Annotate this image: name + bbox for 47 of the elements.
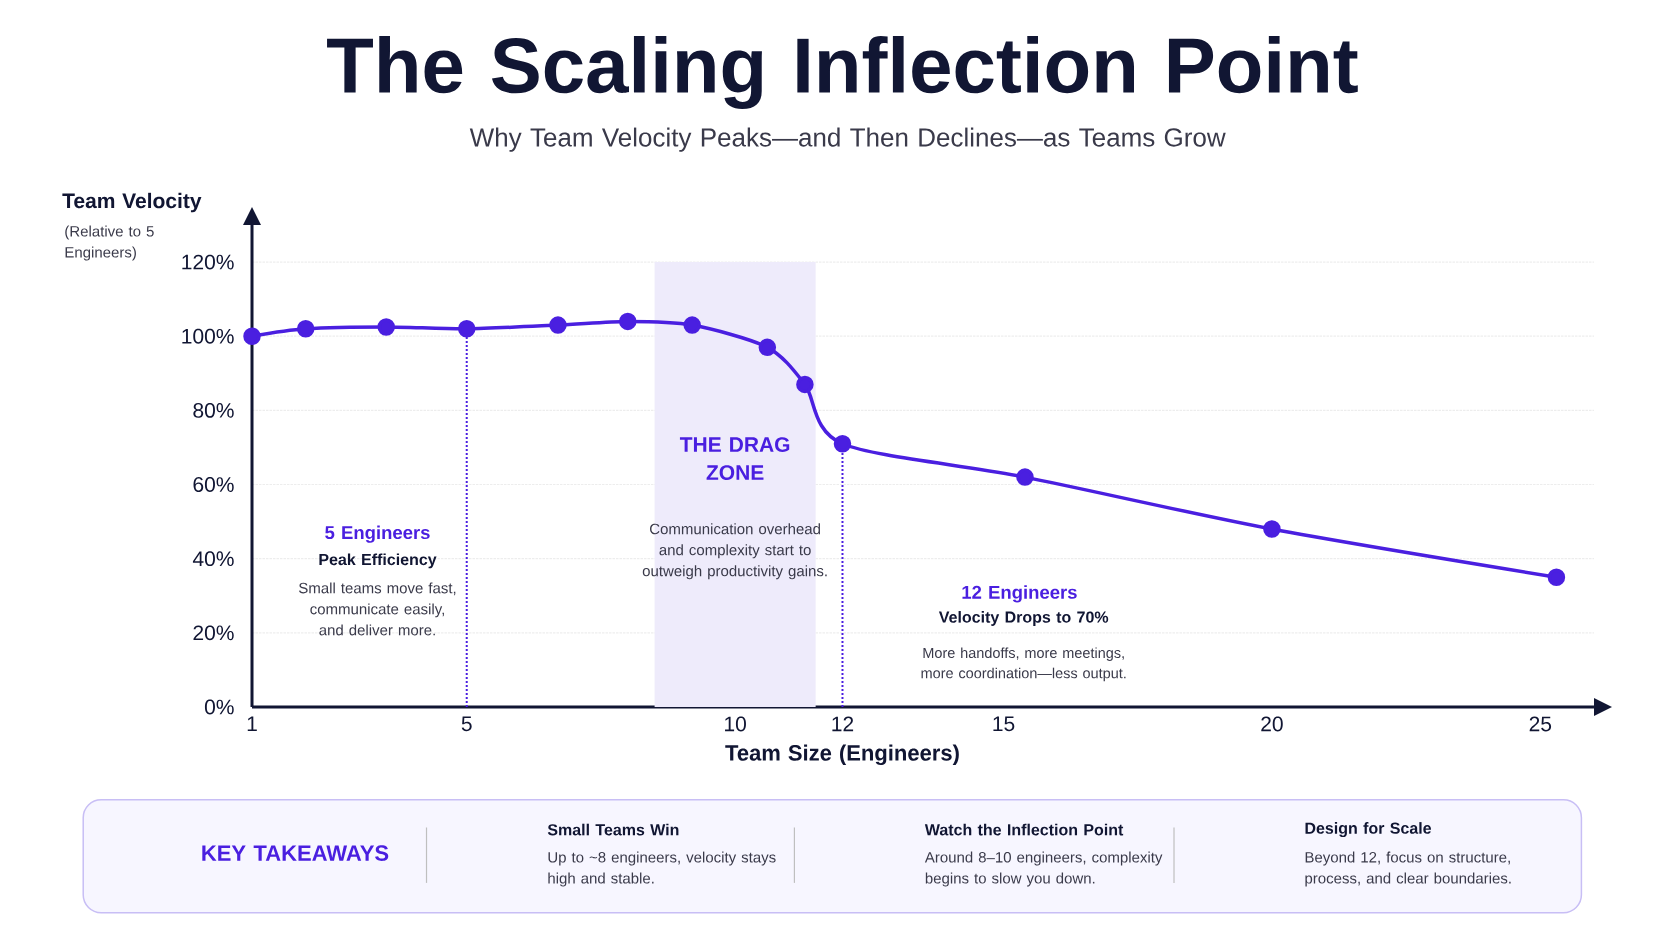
point bbox=[833, 434, 852, 453]
y-tick-label: 60% bbox=[193, 477, 234, 492]
chart-title: The Scaling Inflection Point bbox=[327, 35, 1358, 110]
text: Small Teams Win bbox=[547, 823, 679, 836]
y-tick-label: 100% bbox=[182, 328, 234, 344]
x-tick-label: 5 bbox=[461, 716, 472, 732]
text: Watch the Inflection Point bbox=[924, 823, 1124, 836]
point bbox=[619, 312, 637, 331]
x-tick-label: 1 bbox=[247, 716, 257, 731]
y-tick-label: 0% bbox=[204, 699, 234, 715]
x-axis-title: Team Size (Engineers) bbox=[725, 744, 959, 766]
text: Beyond 12, focus on structure, process, and clear boundaries. bbox=[1305, 851, 1511, 887]
annotation: 12 Engineers bbox=[962, 585, 1077, 603]
text: Up to ~8 engineers, velocity stays high and stable. bbox=[548, 851, 776, 887]
point bbox=[296, 320, 315, 338]
point bbox=[796, 375, 814, 394]
chart-subtitle: Why Team Velocity Peaks—and Then Declines—as Teams Grow bbox=[469, 127, 1226, 152]
point bbox=[377, 318, 395, 336]
y-tick-label: 40% bbox=[192, 551, 234, 567]
point bbox=[243, 327, 261, 345]
text: (Relative to 5 Engineers) bbox=[65, 225, 154, 261]
point bbox=[1016, 468, 1034, 486]
annotation: Communication overhead and complexity start to outweigh productivity gains. bbox=[642, 523, 827, 580]
point bbox=[1547, 568, 1566, 586]
text: KEY TAKEAWAYS bbox=[202, 845, 389, 861]
annotation: More handoffs, more meetings, more coordination—less output. bbox=[921, 647, 1126, 682]
annotation: Velocity Drops to 70% bbox=[938, 611, 1109, 626]
x-tick-label: 12 bbox=[832, 716, 854, 732]
point bbox=[1263, 520, 1281, 538]
point bbox=[549, 316, 567, 334]
y-tick-label: 80% bbox=[193, 402, 234, 418]
point bbox=[758, 338, 777, 357]
annotation: Small teams move fast, communicate easily, and deliver more. bbox=[299, 582, 456, 636]
band-label: THE DRAG ZONE bbox=[679, 437, 790, 480]
y-tick-label: 120% bbox=[182, 254, 234, 270]
point bbox=[683, 316, 701, 334]
point bbox=[457, 320, 476, 338]
y-tick-label: 20% bbox=[193, 625, 234, 641]
text: Around 8–10 engineers, complexity begins to slow you down. bbox=[924, 851, 1163, 887]
annotation: 5 Engineers bbox=[325, 525, 430, 543]
x-tick-label: 15 bbox=[993, 716, 1015, 732]
x-tick-label: 20 bbox=[1261, 716, 1283, 732]
y-axis-title: Team Velocity bbox=[62, 192, 202, 213]
text: Design for Scale bbox=[1305, 822, 1432, 838]
x-tick-label: 25 bbox=[1529, 716, 1552, 732]
x-tick-label: 10 bbox=[725, 716, 746, 732]
annotation: Peak Efficiency bbox=[319, 553, 437, 569]
